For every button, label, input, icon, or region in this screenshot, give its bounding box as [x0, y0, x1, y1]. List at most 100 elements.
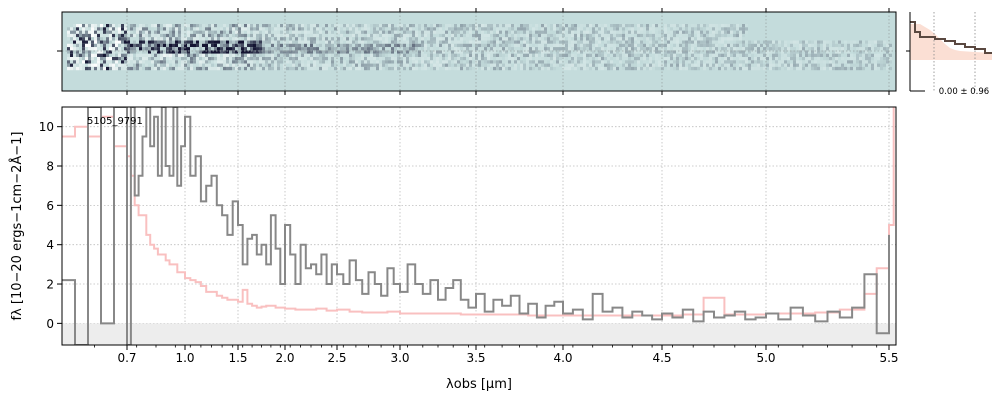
heatmap-cell [853, 47, 856, 51]
heatmap-cell [304, 40, 307, 44]
heatmap-cell [253, 57, 256, 61]
heatmap-cell [526, 60, 529, 64]
heatmap-cell [493, 50, 496, 54]
heatmap-cell [472, 66, 475, 71]
heatmap-cell [607, 47, 610, 51]
heatmap-cell [604, 24, 607, 28]
heatmap-cell [460, 27, 463, 31]
heatmap-cell [286, 43, 289, 48]
heatmap-cell [577, 63, 580, 67]
heatmap-cell [211, 27, 214, 31]
heatmap-cell [217, 50, 220, 54]
heatmap-cell [160, 47, 163, 51]
heatmap-cell [856, 63, 859, 67]
heatmap-cell [106, 60, 109, 64]
heatmap-cell [460, 57, 463, 61]
heatmap-cell [481, 50, 484, 54]
heatmap-cell [70, 43, 73, 48]
heatmap-cell [628, 37, 631, 41]
heatmap-cell [337, 33, 340, 38]
heatmap-cell [556, 50, 559, 54]
heatmap-cell [709, 24, 712, 28]
heatmap-cell [253, 40, 256, 44]
heatmap-cell [280, 30, 283, 34]
heatmap-cell [283, 37, 286, 41]
heatmap-cell [649, 57, 652, 61]
heatmap-cell [562, 27, 565, 31]
heatmap-cell [277, 60, 280, 64]
heatmap-cell [235, 43, 238, 48]
heatmap-cell [151, 37, 154, 41]
heatmap-cell [790, 53, 793, 57]
heatmap-cell [175, 47, 178, 51]
heatmap-cell [397, 30, 400, 34]
heatmap-cell [328, 47, 331, 51]
heatmap-cell [484, 37, 487, 41]
heatmap-cell [109, 27, 112, 31]
heatmap-cell [655, 30, 658, 34]
heatmap-cell [472, 33, 475, 38]
heatmap-cell [664, 37, 667, 41]
heatmap-cell [607, 30, 610, 34]
heatmap-cell [271, 60, 274, 64]
heatmap-cell [142, 50, 145, 54]
heatmap-cell [724, 50, 727, 54]
heatmap-cell [604, 33, 607, 38]
heatmap-cell [124, 66, 127, 71]
heatmap-cell [436, 47, 439, 51]
heatmap-cell [103, 43, 106, 48]
heatmap-cell [481, 43, 484, 48]
heatmap-cell [838, 50, 841, 54]
heatmap-cell [322, 43, 325, 48]
heatmap-cell [241, 53, 244, 57]
heatmap-cell [637, 27, 640, 31]
heatmap-cell [250, 63, 253, 67]
heatmap-cell [844, 57, 847, 61]
heatmap-cell [613, 53, 616, 57]
heatmap-cell [328, 57, 331, 61]
heatmap-cell [757, 60, 760, 64]
heatmap-cell [859, 50, 862, 54]
heatmap-cell [421, 40, 424, 44]
heatmap-cell [532, 50, 535, 54]
heatmap-cell [478, 57, 481, 61]
heatmap-cell [358, 53, 361, 57]
heatmap-cell [457, 24, 460, 28]
heatmap-cell [469, 50, 472, 54]
heatmap-cell [676, 50, 679, 54]
heatmap-cell [289, 24, 292, 28]
heatmap-cell [535, 33, 538, 38]
heatmap-cell [421, 27, 424, 31]
heatmap-cell [487, 63, 490, 67]
heatmap-cell [349, 40, 352, 44]
heatmap-cell [490, 30, 493, 34]
heatmap-cell [403, 66, 406, 71]
heatmap-cell [148, 47, 151, 51]
heatmap-cell [718, 43, 721, 48]
heatmap-cell [352, 63, 355, 67]
heatmap-cell [715, 40, 718, 44]
heatmap-cell [568, 57, 571, 61]
heatmap-cell [697, 40, 700, 44]
heatmap-cell [655, 47, 658, 51]
heatmap-cell [718, 24, 721, 28]
heatmap-cell [103, 24, 106, 28]
heatmap-cell [382, 24, 385, 28]
heatmap-cell [307, 27, 310, 31]
heatmap-cell [754, 53, 757, 57]
heatmap-cell [361, 60, 364, 64]
heatmap-cell [571, 30, 574, 34]
heatmap-cell [811, 53, 814, 57]
heatmap-cell [286, 53, 289, 57]
heatmap-cell [529, 57, 532, 61]
heatmap-cell [334, 47, 337, 51]
heatmap-cell [211, 33, 214, 38]
heatmap-cell [640, 63, 643, 67]
heatmap-cell [871, 50, 874, 54]
heatmap-cell [790, 57, 793, 61]
heatmap-cell [790, 50, 793, 54]
heatmap-cell [433, 60, 436, 64]
heatmap-cell [649, 60, 652, 64]
heatmap-cell [484, 33, 487, 38]
heatmap-cell [556, 24, 559, 28]
